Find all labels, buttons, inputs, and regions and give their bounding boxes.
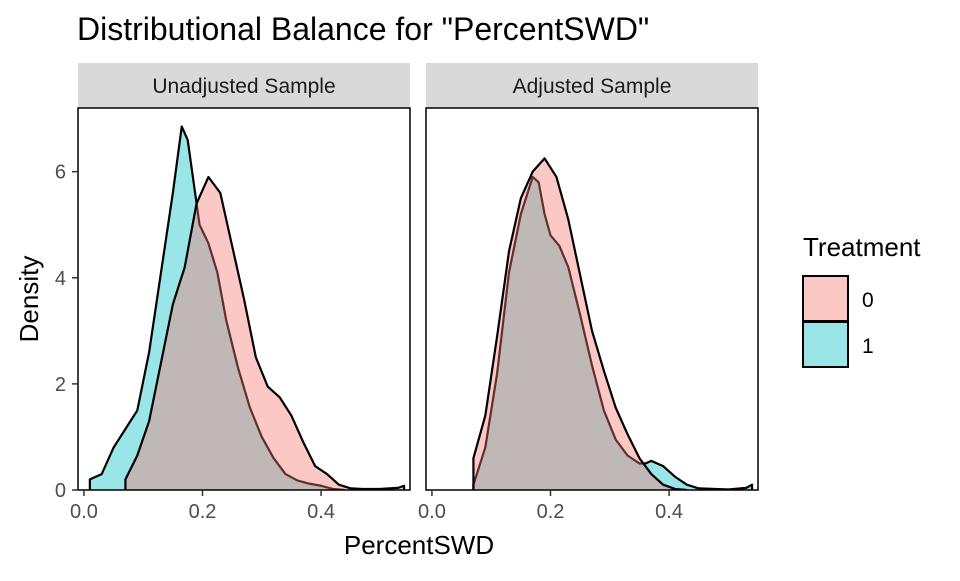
y-axis-label: Density — [14, 256, 44, 343]
y-tick-label: 2 — [55, 374, 66, 396]
panel-border — [77, 107, 411, 491]
legend-entry-label: 1 — [862, 335, 874, 358]
x-tick-label: 0.4 — [655, 501, 683, 523]
legend-entries: 01 — [802, 275, 874, 368]
density-area-treatment-0 — [473, 158, 687, 490]
legend-key-background — [803, 322, 848, 367]
facet-strip — [78, 63, 410, 108]
density-line-treatment-0 — [124, 175, 406, 490]
chart-title: Distributional Balance for "PercentSWD" — [77, 11, 649, 47]
density-line-treatment-1 — [88, 125, 345, 490]
x-tick-label: 0.0 — [70, 501, 98, 523]
x-axis-label: PercentSWD — [344, 530, 494, 560]
facet-strip — [426, 63, 758, 108]
y-tick-label: 0 — [55, 480, 66, 502]
legend-key-background — [803, 276, 848, 321]
legend-key-swatch — [802, 321, 849, 368]
legend-entry-1: 1 — [802, 321, 874, 368]
legend-entry-label: 0 — [862, 289, 874, 312]
legend-title: Treatment — [803, 232, 921, 262]
panel-1: Unadjusted Sample 0.0 0.2 0.4 0 2 4 6 — [55, 63, 411, 523]
x-tick-label: 0.2 — [189, 501, 217, 523]
x-tick-label: 0.4 — [307, 501, 335, 523]
density-layer — [472, 157, 754, 490]
facet-strip-label: Unadjusted Sample — [152, 75, 335, 98]
y-tick-label: 4 — [55, 268, 66, 290]
density-area-treatment-1 — [473, 176, 753, 490]
legend: Treatment 01 — [802, 232, 921, 368]
density-line-treatment-1 — [472, 175, 754, 490]
panels-layer: Unadjusted Sample 0.0 0.2 0.4 0 2 4 6 Adjusted S… — [55, 63, 759, 523]
x-tick-label: 0.0 — [418, 501, 446, 523]
y-tick-label: 6 — [55, 162, 66, 184]
panel-2: Adjusted Sample 0.0 0.2 0.4 — [418, 63, 759, 523]
legend-key-swatch — [802, 275, 849, 322]
density-layer — [88, 125, 406, 490]
legend-entry-0: 0 — [802, 275, 874, 322]
x-tick-label: 0.2 — [537, 501, 565, 523]
panel-border — [425, 107, 759, 491]
density-line-treatment-0 — [472, 157, 687, 490]
density-area-treatment-0 — [125, 176, 405, 490]
facet-strip-label: Adjusted Sample — [513, 75, 672, 98]
